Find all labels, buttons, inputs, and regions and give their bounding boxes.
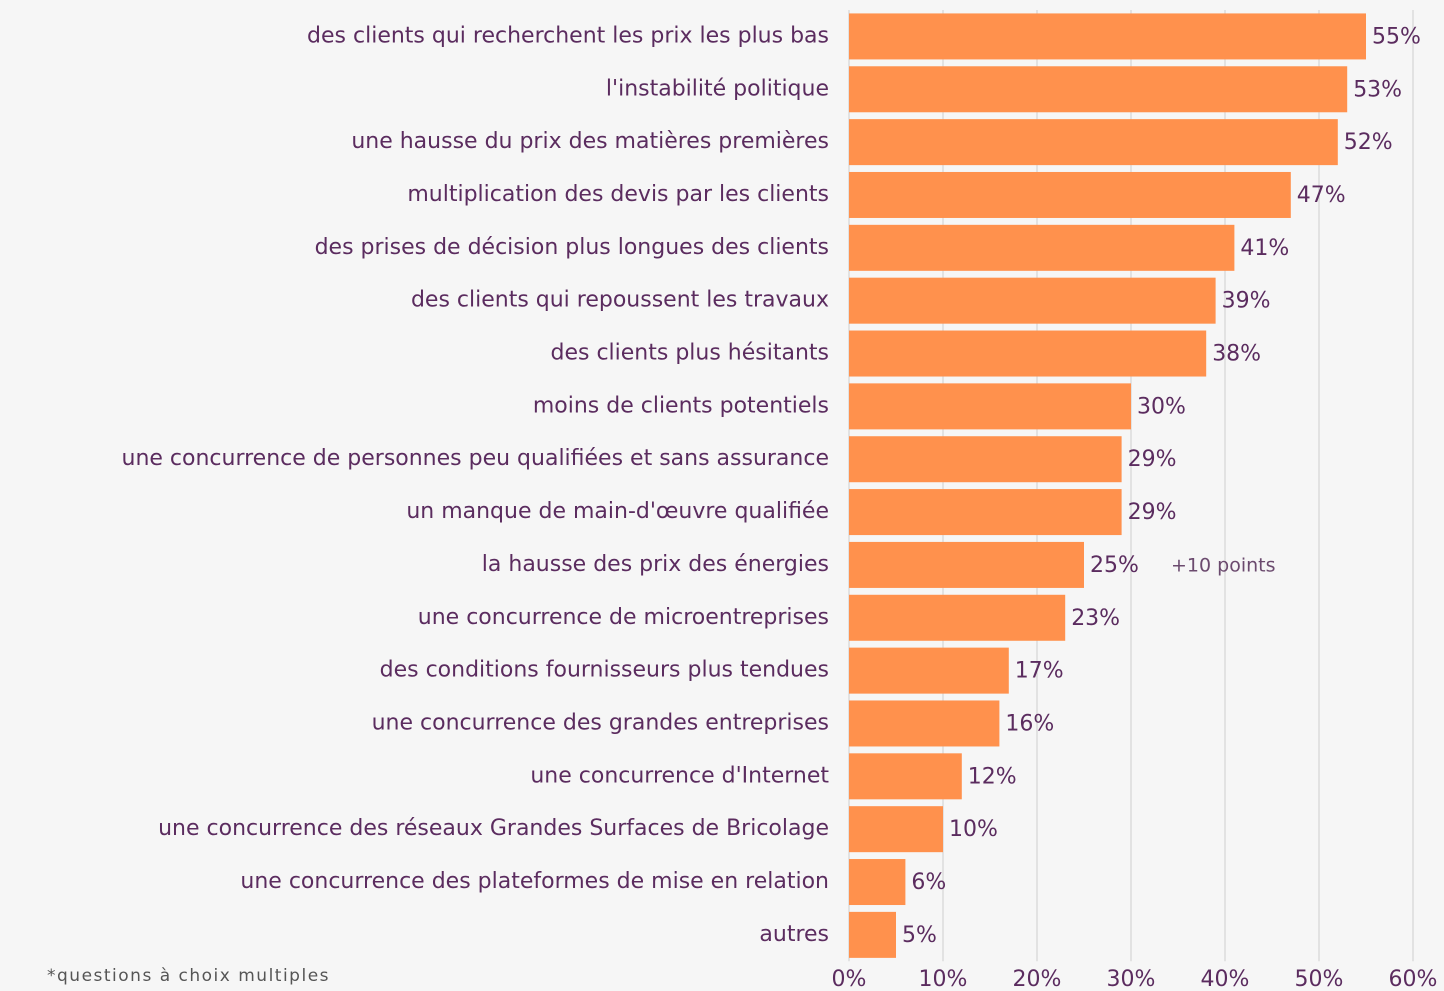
value-label: 5%	[902, 923, 937, 948]
category-label: des conditions fournisseurs plus tendues	[380, 658, 829, 683]
value-label: 25%	[1090, 553, 1139, 578]
value-label: 41%	[1240, 236, 1289, 261]
category-label: l'instabilité politique	[606, 76, 829, 101]
x-tick-label: 50%	[1295, 967, 1344, 991]
category-label: une concurrence de microentreprises	[418, 605, 829, 630]
category-label: une concurrence des plateformes de mise …	[240, 869, 829, 894]
x-tick-label: 60%	[1389, 967, 1438, 991]
category-label: des clients qui recherchent les prix les…	[307, 23, 829, 48]
category-label: une concurrence de personnes peu qualifi…	[122, 446, 830, 471]
bar	[849, 330, 1207, 377]
value-label: 29%	[1128, 447, 1177, 472]
bar	[849, 224, 1235, 271]
category-label: autres	[759, 922, 829, 947]
bar	[849, 383, 1131, 430]
category-label: une hausse du prix des matières première…	[351, 129, 829, 154]
category-label: multiplication des devis par les clients	[407, 182, 829, 207]
bar	[849, 911, 896, 958]
x-tick-label: 0%	[832, 967, 867, 991]
bar	[849, 66, 1348, 113]
x-tick-label: 40%	[1201, 967, 1250, 991]
value-label: 39%	[1222, 289, 1271, 314]
category-label: des clients qui repoussent les travaux	[411, 288, 829, 313]
category-label: une concurrence des réseaux Grandes Surf…	[158, 816, 829, 841]
bar	[849, 806, 943, 853]
annotation: +10 points	[1171, 554, 1276, 576]
x-tick-label: 20%	[1013, 967, 1062, 991]
bar	[849, 436, 1122, 483]
value-label: 55%	[1372, 24, 1421, 49]
value-label: 52%	[1344, 130, 1393, 155]
bar	[849, 119, 1338, 166]
bar	[849, 647, 1009, 694]
value-label: 12%	[968, 764, 1017, 789]
x-tick-label: 10%	[919, 967, 968, 991]
category-label: un manque de main-d'œuvre qualifiée	[406, 499, 829, 524]
category-label: une concurrence d'Internet	[530, 763, 829, 788]
value-label: 38%	[1212, 342, 1261, 367]
value-label: 6%	[911, 870, 946, 895]
category-label: des clients plus hésitants	[550, 341, 829, 366]
bar	[849, 700, 1000, 747]
bar	[849, 171, 1291, 218]
value-label: 23%	[1071, 606, 1120, 631]
bar	[849, 753, 962, 800]
value-label: 29%	[1128, 500, 1177, 525]
bar	[849, 13, 1366, 60]
value-label: 16%	[1005, 711, 1054, 736]
bar	[849, 489, 1122, 536]
footnote: *questions à choix multiples	[47, 966, 330, 986]
bar	[849, 594, 1066, 641]
value-label: 30%	[1137, 394, 1186, 419]
category-label: une concurrence des grandes entreprises	[372, 710, 829, 735]
category-label: moins de clients potentiels	[533, 393, 829, 418]
bar	[849, 859, 906, 906]
value-label: 53%	[1353, 77, 1402, 102]
x-tick-label: 30%	[1107, 967, 1156, 991]
bar	[849, 541, 1084, 588]
value-label: 47%	[1297, 183, 1346, 208]
category-label: des prises de décision plus longues des …	[315, 235, 829, 260]
value-label: 17%	[1015, 659, 1064, 684]
bar	[849, 277, 1216, 324]
category-label: la hausse des prix des énergies	[482, 552, 829, 577]
value-label: 10%	[949, 817, 998, 842]
